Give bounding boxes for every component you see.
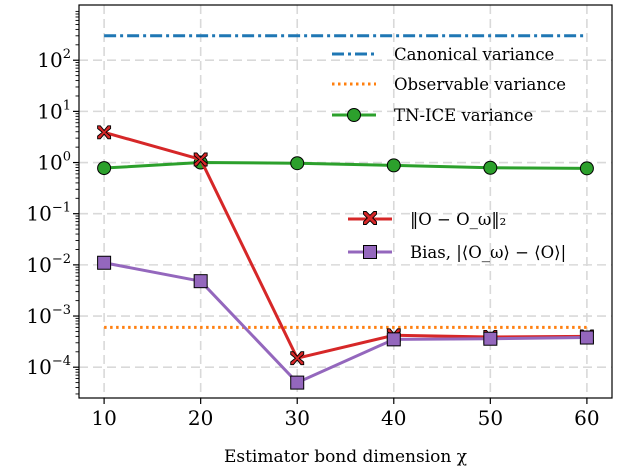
legend-label-observable: Observable variance [394, 75, 566, 94]
axes [78, 4, 613, 399]
x-tick-label: 10 [91, 406, 116, 430]
x-tick-label: 20 [188, 406, 213, 430]
data-point [483, 160, 498, 175]
data-point [97, 161, 112, 176]
x-tick-label: 30 [284, 406, 309, 430]
data-point [290, 351, 305, 366]
legend-label-canonical: Canonical variance [394, 45, 554, 64]
legend-label-norm: ‖O − O_ω‖₂ [410, 210, 506, 229]
x-tick-label: 40 [381, 406, 406, 430]
series-line [103, 261, 587, 385]
x-axis-title: Estimator bond dimension χ [224, 447, 467, 467]
x-tick-label: 60 [574, 406, 599, 430]
data-point [483, 331, 498, 346]
y-tick-label: 10−4 [26, 354, 71, 379]
data-point [386, 332, 401, 347]
data-point [290, 156, 305, 171]
ticks: 10 20 30 40 50 60 10−4 10−3 10−2 10−1 100 101 102 [26, 10, 600, 430]
y-tick-label: 100 [37, 150, 71, 175]
data-point [386, 158, 401, 173]
legend-marker-tnice [347, 108, 361, 122]
x-tick-label: 50 [478, 406, 503, 430]
legend-marker-bias [363, 245, 377, 259]
y-tick-label: 10−2 [26, 252, 71, 277]
legend-lower: ‖O − O_ω‖₂ Bias, |⟨O_ω⟩ − ⟨O⟩| [348, 210, 566, 262]
legend-upper: Canonical variance Observable variance T… [332, 45, 566, 125]
legend-label-bias: Bias, |⟨O_ω⟩ − ⟨O⟩| [410, 243, 566, 262]
data-point [193, 152, 208, 167]
series-4 [97, 255, 594, 390]
y-tick-label: 10−3 [26, 303, 71, 328]
data-point [97, 255, 112, 270]
plot-frame [78, 4, 613, 399]
data-point [579, 330, 594, 345]
y-tick-label: 101 [37, 98, 71, 123]
series-layer [97, 34, 594, 390]
data-point [193, 274, 208, 289]
data-point [579, 161, 594, 176]
series-line [104, 161, 587, 170]
series-line [103, 130, 587, 360]
data-point [290, 375, 305, 390]
legend-marker-norm [363, 211, 377, 225]
y-tick-label: 102 [37, 47, 71, 72]
y-tick-label: 10−1 [26, 201, 71, 226]
legend-label-tnice: TN-ICE variance [394, 106, 533, 125]
data-point [97, 125, 112, 140]
